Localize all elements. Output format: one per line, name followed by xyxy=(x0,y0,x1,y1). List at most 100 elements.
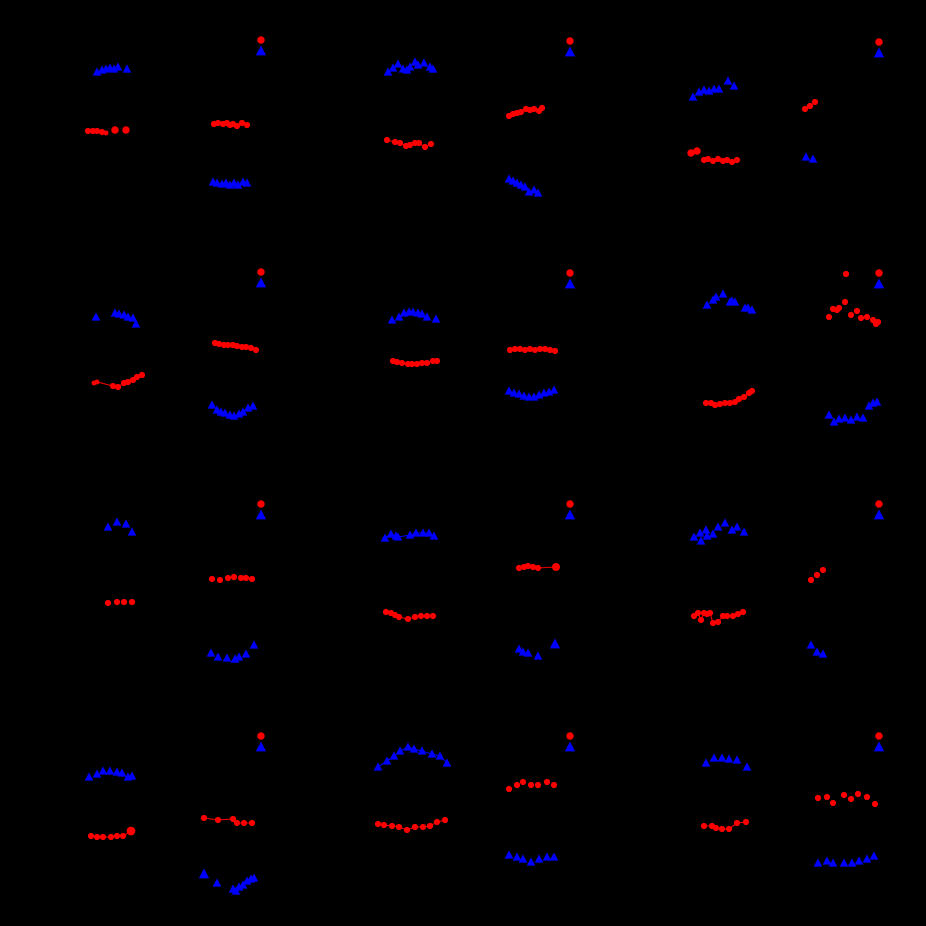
red-circle-point xyxy=(694,609,702,617)
blue-triangle-point xyxy=(834,414,844,423)
blue-triangle-point xyxy=(91,312,101,321)
red-circle-point xyxy=(857,314,865,322)
legend-red-circle-icon xyxy=(257,268,265,276)
series-blue-cluster xyxy=(813,851,879,867)
blue-triangle-point xyxy=(523,648,533,657)
blue-triangle-point xyxy=(852,412,862,421)
red-circle-point xyxy=(847,311,855,319)
red-circle-point xyxy=(411,823,419,831)
blue-triangle-point xyxy=(427,749,437,758)
red-circle-point xyxy=(99,833,107,841)
red-circle-point xyxy=(423,359,431,367)
red-circle-point xyxy=(709,619,717,627)
panel-r3c1 xyxy=(103,500,267,663)
red-circle-point xyxy=(404,615,412,623)
blue-triangle-point xyxy=(428,64,438,73)
red-circle-point xyxy=(242,574,250,582)
series-red-cluster xyxy=(690,608,747,627)
blue-triangle-point xyxy=(724,754,734,763)
blue-triangle-point xyxy=(127,771,137,780)
red-circle-point xyxy=(709,157,717,165)
red-circle-point xyxy=(124,378,132,386)
blue-triangle-point xyxy=(105,766,115,775)
legend-red-circle-icon xyxy=(257,36,265,44)
blue-triangle-point xyxy=(688,92,698,101)
red-circle-point xyxy=(240,819,248,827)
series-blue-cluster xyxy=(92,62,132,76)
blue-triangle-point xyxy=(393,532,403,541)
blue-triangle-point xyxy=(424,528,434,537)
red-circle-point xyxy=(811,98,819,106)
blue-triangle-point xyxy=(542,852,552,861)
red-circle-point xyxy=(113,832,121,840)
blue-triangle-point xyxy=(435,751,445,760)
red-circle-point xyxy=(238,119,246,127)
blue-triangle-point xyxy=(113,62,123,71)
blue-triangle-point xyxy=(373,762,383,771)
red-circle-point xyxy=(538,104,546,112)
panel-r4c2 xyxy=(373,732,576,866)
series-blue-cluster xyxy=(91,308,141,328)
blue-triangle-point xyxy=(854,856,864,865)
blue-triangle-point xyxy=(701,525,711,534)
blue-triangle-point xyxy=(121,519,131,528)
red-circle-point xyxy=(534,781,542,789)
blue-triangle-point xyxy=(242,178,252,187)
legend-blue-triangle-icon xyxy=(564,741,576,752)
red-fit-line xyxy=(377,819,446,831)
red-circle-point xyxy=(505,785,513,793)
legend-red-circle-icon xyxy=(566,269,574,277)
red-circle-point xyxy=(729,612,737,620)
blue-triangle-point xyxy=(714,84,724,93)
red-circle-point xyxy=(721,399,729,407)
panel-r4c1 xyxy=(84,732,267,895)
red-circle-point xyxy=(383,136,391,144)
red-circle-point xyxy=(84,127,92,135)
red-circle-point xyxy=(411,613,419,621)
blue-triangle-point xyxy=(241,649,251,658)
panel-legend xyxy=(564,732,576,752)
series-blue-cluster xyxy=(103,517,137,536)
blue-triangle-point xyxy=(801,152,811,161)
red-circle-point xyxy=(530,105,538,113)
panel-r1c2 xyxy=(383,37,576,197)
series-red-cluster xyxy=(389,357,441,368)
blue-triangle-point xyxy=(207,400,217,409)
blue-triangle-point xyxy=(864,401,874,410)
series-blue-cluster xyxy=(504,385,559,401)
panel-legend xyxy=(873,500,885,520)
blue-triangle-point xyxy=(824,410,834,419)
red-circle-point xyxy=(714,155,722,163)
blue-triangle-point xyxy=(198,868,210,879)
blue-triangle-point xyxy=(839,858,849,867)
panel-legend xyxy=(255,732,267,752)
red-circle-point xyxy=(541,345,549,353)
red-circle-point xyxy=(854,790,862,798)
blue-triangle-point xyxy=(711,292,721,301)
blue-triangle-point xyxy=(846,415,856,424)
red-circle-point xyxy=(87,832,95,840)
series-blue-cluster xyxy=(514,638,561,660)
legend-red-circle-icon xyxy=(566,500,574,508)
red-circle-point xyxy=(215,340,223,348)
blue-triangle-point xyxy=(103,522,113,531)
red-circle-point xyxy=(243,121,251,129)
red-circle-point xyxy=(723,156,731,164)
red-circle-point xyxy=(742,818,750,826)
red-circle-point xyxy=(133,373,141,381)
red-circle-point xyxy=(531,346,539,354)
legend-red-circle-icon xyxy=(875,38,883,46)
red-circle-point xyxy=(230,573,238,581)
red-circle-point xyxy=(726,399,734,407)
red-circle-point xyxy=(706,609,714,617)
panel-legend xyxy=(255,500,267,520)
series-red-cluster xyxy=(200,814,256,827)
legend-blue-triangle-icon xyxy=(255,45,267,56)
blue-triangle-point xyxy=(389,751,399,760)
blue-triangle-point xyxy=(514,389,524,398)
red-circle-point xyxy=(529,563,537,571)
red-circle-point xyxy=(113,598,121,606)
blue-triangle-point xyxy=(114,309,124,318)
blue-triangle-point xyxy=(382,756,392,765)
blue-triangle-point xyxy=(518,647,528,656)
